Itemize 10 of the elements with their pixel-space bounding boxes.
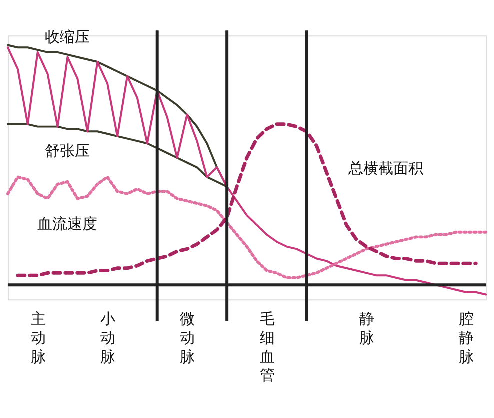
series-label: 血流速度 xyxy=(38,215,98,234)
series-label: 舒张压 xyxy=(45,142,90,160)
x-tick-label: 腔静脉 xyxy=(459,310,474,366)
series-label: 总横截面积 xyxy=(348,159,424,178)
x-tick-label: 静脉 xyxy=(360,310,375,347)
x-tick-label: 微动脉 xyxy=(180,310,196,366)
x-tick-label: 毛细血管 xyxy=(260,310,275,385)
series-label: 收缩压 xyxy=(45,28,90,46)
x-tick-label: 小动脉 xyxy=(100,310,116,366)
x-tick-label: 主动脉 xyxy=(30,310,46,366)
